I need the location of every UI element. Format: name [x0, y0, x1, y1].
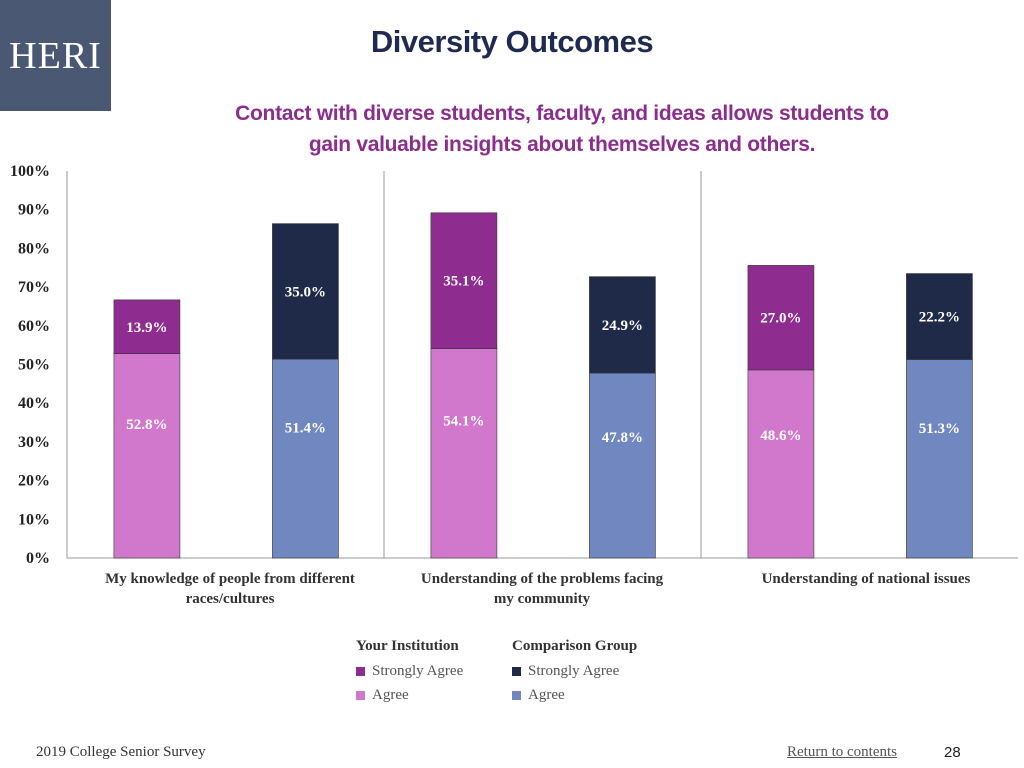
category-label-line: Understanding of national issues — [761, 571, 971, 587]
y-tick-label: 40% — [18, 395, 50, 412]
category-label-national-issues: Understanding of national issues — [716, 569, 1016, 589]
bar-comparison-strongly-agree — [589, 276, 656, 374]
category-label-races-cultures: My knowledge of people from different ra… — [80, 569, 380, 609]
stacked-bar-chart: 0% 10% 20% 30% 40% 50% 60% 70% 80% 90% 100% 52.8% 13… — [10, 163, 1018, 567]
bar-institution-agree — [430, 348, 498, 559]
data-label-strongly-agree: 13.9% — [126, 320, 167, 336]
y-tick-label: 20% — [18, 473, 50, 490]
logo-text: HERI — [9, 34, 102, 77]
legend-comparison-group: Comparison Group Strongly Agree Agree — [512, 638, 637, 707]
subtitle-line-2: gain valuable insights about themselves … — [308, 133, 816, 156]
legend-label: Agree — [372, 686, 409, 703]
legend-header: Your Institution — [356, 638, 459, 654]
legend-item-inst-strongly-agree: Strongly Agree — [356, 659, 463, 683]
data-label-strongly-agree: 22.2% — [919, 310, 960, 326]
legend-swatch — [512, 666, 521, 676]
y-tick-label: 90% — [18, 202, 50, 219]
y-tick-label: 0% — [26, 550, 50, 567]
data-label-strongly-agree: 35.1% — [443, 274, 484, 290]
legend-label: Strongly Agree — [372, 662, 464, 679]
category-label-line: Understanding of the problems facing — [420, 571, 664, 587]
data-label-agree: 48.6% — [760, 428, 801, 444]
legend-item-inst-agree: Agree — [356, 683, 463, 707]
legend-label: Strongly Agree — [528, 662, 620, 679]
category-label-line: My knowledge of people from different — [105, 571, 355, 587]
bar-institution-strongly-agree — [747, 265, 815, 371]
data-label-agree: 51.4% — [285, 421, 326, 437]
category-label-community-problems: Understanding of the problems facing my … — [392, 569, 692, 609]
legend-swatch — [356, 666, 365, 676]
y-tick-label: 100% — [10, 163, 50, 180]
y-tick-label: 60% — [18, 318, 50, 335]
subtitle-line-1: Contact with diverse students, faculty, … — [235, 102, 889, 125]
survey-name: 2019 College Senior Survey — [36, 744, 206, 760]
category-label-line: my community — [493, 591, 591, 607]
bar-comparison-agree — [906, 359, 973, 559]
data-label-agree: 54.1% — [443, 414, 484, 430]
legend-swatch — [512, 690, 521, 700]
bar-comparison-strongly-agree — [272, 223, 339, 360]
bar-institution-strongly-agree — [430, 212, 498, 349]
bar-institution-agree — [113, 353, 181, 559]
legend-header: Comparison Group — [512, 638, 638, 654]
heri-logo: HERI — [0, 0, 111, 111]
page-number: 28 — [944, 744, 961, 761]
data-label-strongly-agree: 27.0% — [760, 311, 801, 327]
legend-item-comp-strongly-agree: Strongly Agree — [512, 659, 637, 683]
data-label-agree: 52.8% — [126, 417, 167, 433]
y-tick-label: 50% — [18, 357, 50, 374]
bar-institution-agree — [747, 369, 815, 559]
y-tick-label: 30% — [18, 434, 50, 451]
y-tick-label: 80% — [18, 240, 50, 257]
page-title: Diversity Outcomes — [370, 24, 654, 59]
page-subtitle: Contact with diverse students, faculty, … — [170, 98, 954, 160]
category-label-line: races/cultures — [185, 591, 275, 607]
data-label-strongly-agree: 24.9% — [602, 318, 643, 334]
data-label-agree: 47.8% — [602, 430, 643, 446]
legend-label: Agree — [528, 686, 565, 703]
bar-institution-strongly-agree — [113, 299, 181, 354]
legend-your-institution: Your Institution Strongly Agree Agree — [356, 638, 463, 707]
y-tick-label: 10% — [18, 511, 50, 528]
data-label-agree: 51.3% — [919, 421, 960, 437]
legend-item-comp-agree: Agree — [512, 683, 637, 707]
bar-comparison-agree — [589, 372, 656, 559]
legend-swatch — [356, 690, 365, 700]
bar-comparison-strongly-agree — [906, 273, 973, 360]
bar-comparison-agree — [272, 358, 339, 559]
return-to-contents-link[interactable]: Return to contents — [787, 744, 897, 760]
y-tick-label: 70% — [18, 279, 50, 296]
data-label-strongly-agree: 35.0% — [285, 284, 326, 300]
